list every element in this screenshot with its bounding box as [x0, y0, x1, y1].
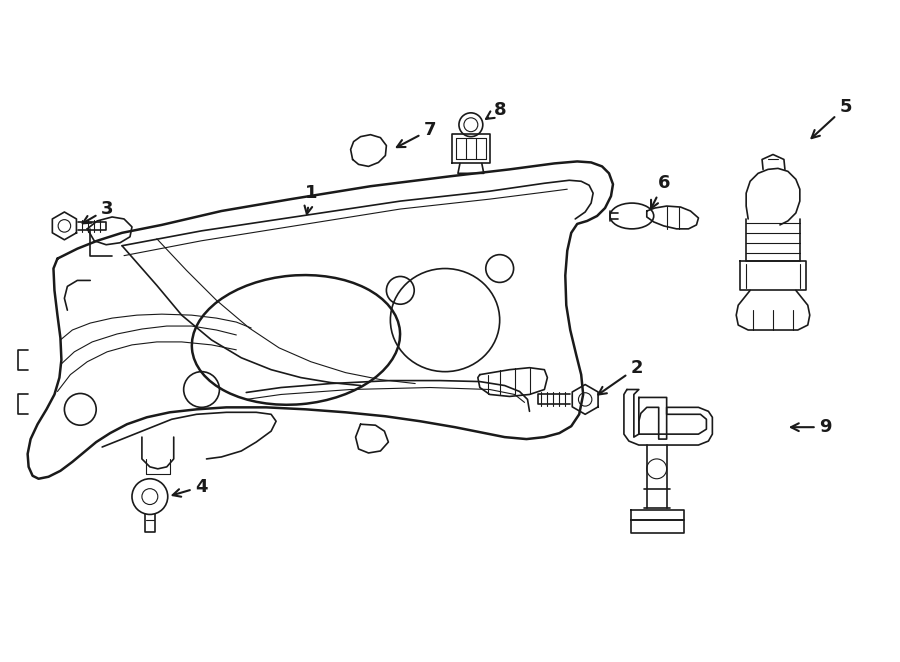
Text: 7: 7 [397, 120, 436, 147]
Text: 8: 8 [486, 101, 506, 119]
Text: 5: 5 [812, 98, 851, 138]
Text: 4: 4 [173, 478, 208, 496]
Text: 9: 9 [791, 418, 832, 436]
Text: 6: 6 [651, 174, 670, 209]
Text: 1: 1 [304, 184, 317, 214]
Text: 3: 3 [83, 200, 113, 223]
Text: 2: 2 [598, 359, 644, 395]
